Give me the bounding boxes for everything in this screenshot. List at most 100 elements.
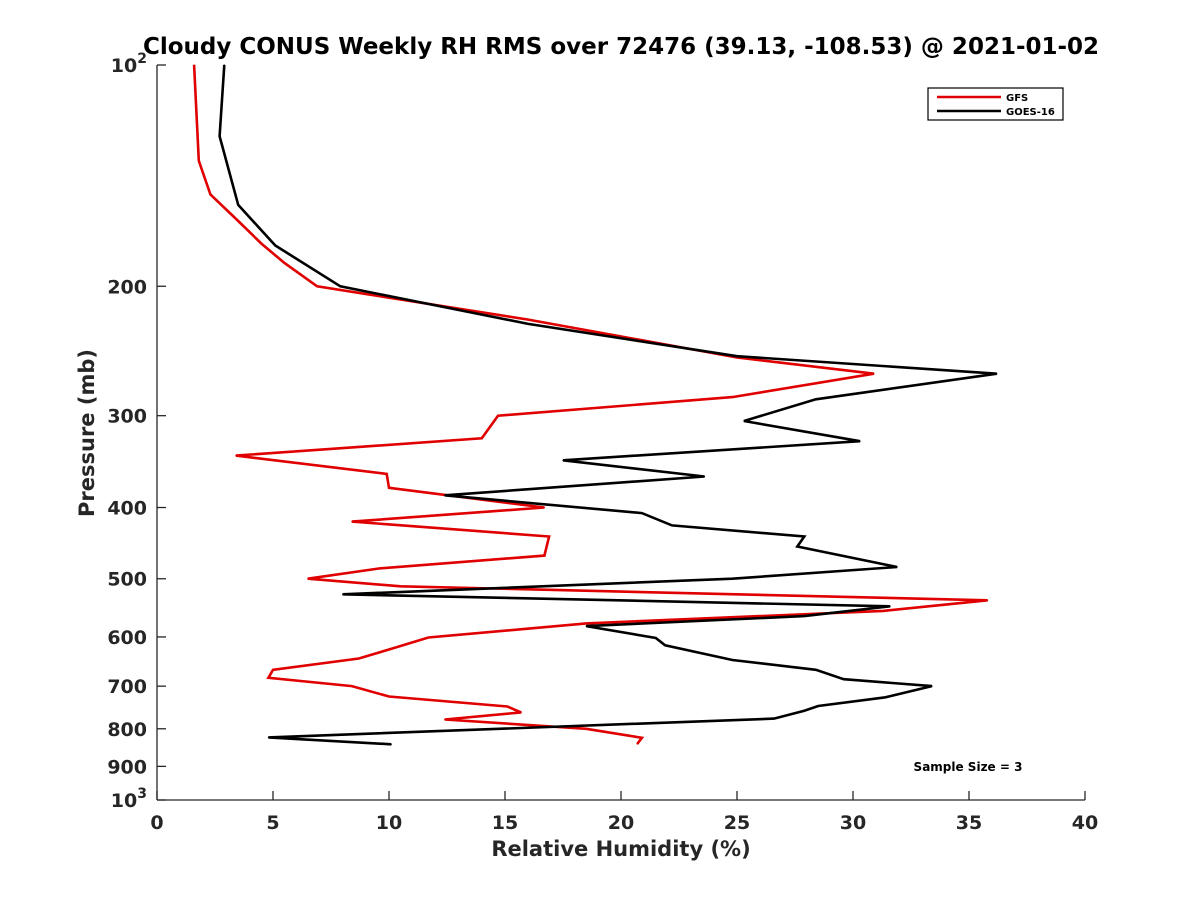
x-tick-label: 30 (840, 812, 866, 834)
x-tick-label: 10 (376, 812, 402, 834)
x-axis-label: Relative Humidity (%) (491, 837, 750, 861)
data-point (527, 323, 529, 325)
data-point (931, 685, 933, 687)
data-point (497, 415, 499, 417)
series-line-goes-16 (218, 64, 997, 746)
data-point (342, 593, 344, 595)
data-point (731, 659, 734, 661)
data-point (444, 718, 446, 721)
y-tick-label-base: 400 (107, 498, 147, 520)
data-point (351, 521, 353, 523)
data-point (562, 459, 564, 461)
data-point (388, 695, 390, 698)
data-point (237, 204, 239, 206)
data-point (444, 494, 446, 496)
data-point (284, 262, 286, 264)
data-point (987, 599, 989, 601)
data-point (843, 678, 845, 680)
y-axis-label: Pressure (mb) (75, 349, 99, 517)
legend-label: GFS (1006, 93, 1028, 104)
y-tick-label: 200 (107, 276, 147, 298)
data-point (427, 636, 429, 639)
y-tick-label-base: 10 (111, 55, 137, 77)
y-tick-label: 600 (107, 627, 147, 649)
data-point (506, 705, 508, 708)
data-point (316, 285, 318, 287)
data-point (585, 625, 587, 627)
data-point (527, 319, 529, 321)
data-point (889, 605, 891, 607)
data-point (358, 657, 360, 660)
data-point (307, 578, 309, 580)
data-point (351, 685, 353, 687)
data-point (884, 696, 887, 698)
y-tick-label-exponent: 2 (137, 51, 147, 67)
y-tick-label: 800 (107, 719, 147, 741)
y-tick-label: 300 (107, 406, 147, 428)
y-tick-label: 102 (111, 51, 147, 77)
data-point (193, 64, 195, 66)
data-point (736, 355, 738, 357)
data-point (388, 487, 390, 489)
data-point (655, 637, 657, 639)
y-tick-label: 400 (107, 498, 147, 520)
legend-box (927, 87, 1064, 121)
data-point (388, 648, 390, 651)
y-tick-label-base: 800 (107, 719, 147, 741)
y-tick-label: 500 (107, 569, 147, 591)
data-point (237, 220, 239, 222)
y-axis: Pressure (mb) 10220030040050060070080090… (75, 51, 166, 812)
y-tick-label: 900 (107, 756, 147, 778)
x-tick-label: 5 (266, 812, 279, 834)
data-point (641, 512, 643, 514)
data-point (803, 615, 805, 617)
data-point (209, 193, 211, 195)
data-point (543, 555, 546, 557)
data-point (339, 285, 341, 287)
series-layer (192, 64, 998, 746)
y-tick-label-base: 600 (107, 627, 147, 649)
data-point (743, 420, 745, 422)
x-tick-label: 25 (724, 812, 750, 834)
x-tick-label: 35 (956, 812, 982, 834)
y-tick-label: 700 (107, 676, 147, 698)
data-point (223, 64, 225, 66)
data-point (267, 677, 269, 679)
data-point (379, 567, 381, 570)
data-point (773, 718, 775, 720)
data-point (520, 711, 522, 714)
x-tick-label: 20 (608, 812, 634, 834)
data-point (548, 535, 550, 538)
data-point (543, 506, 546, 509)
y-tick-label-base: 10 (111, 790, 137, 812)
data-point (272, 669, 274, 671)
data-point (636, 743, 638, 745)
data-point (796, 545, 798, 548)
data-point (641, 737, 643, 739)
data-point (235, 455, 237, 457)
data-point (390, 743, 392, 745)
data-point (219, 135, 221, 137)
data-point (198, 160, 200, 162)
data-point (585, 728, 587, 730)
data-point (817, 705, 819, 707)
data-point (815, 398, 817, 400)
data-point (896, 566, 898, 568)
x-axis: Relative Humidity (%) 0 5 10 15 20 25 30 35 40 (150, 791, 1098, 861)
y-tick-label-base: 500 (107, 569, 147, 591)
data-point (859, 440, 861, 442)
legend-label: GOES-16 (1006, 107, 1055, 118)
data-point (585, 622, 587, 625)
x-tick-label: 15 (492, 812, 518, 834)
data-point (481, 437, 483, 439)
data-point (815, 669, 817, 671)
data-point (267, 736, 269, 739)
x-tick-label: 0 (150, 812, 163, 834)
y-tick-label-exponent: 3 (137, 786, 147, 802)
data-point (996, 373, 998, 375)
data-point (703, 475, 706, 478)
data-point (882, 610, 884, 612)
data-point (260, 243, 262, 245)
